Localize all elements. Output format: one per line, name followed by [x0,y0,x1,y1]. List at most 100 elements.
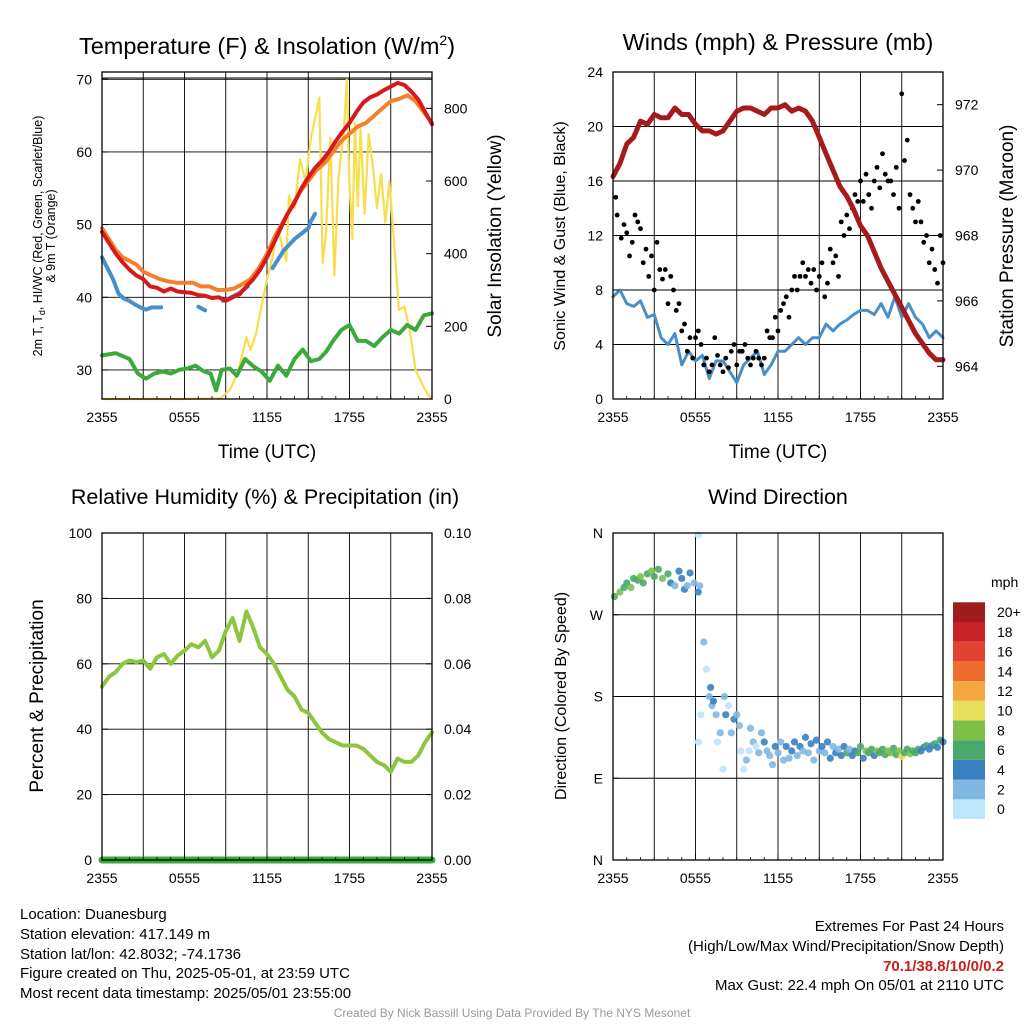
wind-direction-point [716,729,724,737]
wind-gust-point [830,260,836,266]
created-text: Figure created on Thu, 2025-05-01, at 23… [20,965,350,983]
x-tick-label: 1155 [252,409,282,425]
y-tick-label: 30 [76,362,92,378]
x-tick-label: 0555 [169,870,200,886]
wind-gust-point [690,355,696,361]
wind-gust-point [778,308,784,313]
wind-direction-point [650,573,658,581]
wind-direction-point [746,724,755,732]
station-info: Location: Duanesburg Station elevation: … [20,905,351,1004]
wind-gust-point [701,362,707,368]
max-gust-text: Max Gust: 22.4 mph On 05/01 at 2110 UTC [714,977,1004,995]
y2-tick-label: 970 [955,162,979,178]
wind-gust-point [748,362,753,368]
direction-ticks: 2355 0555 1155 1755 2355 N E S W N [590,525,959,886]
legend-label: 16 [997,644,1013,660]
wind-direction-point [840,742,848,751]
wind-direction-point [807,740,815,748]
wind-gust-point [629,239,635,245]
wind-direction-point [760,738,768,746]
wind-direction-point [709,697,717,705]
wind-gust-point [847,226,852,232]
wind-gust-point [698,342,704,347]
winds-series [610,91,946,385]
wind-gust-point [759,362,764,368]
wind-gust-point [621,222,627,228]
wind-gust-point [649,253,654,259]
wind-gust-point [904,137,910,143]
y2-tick-label: 0.04 [444,721,471,737]
wind-gust-point [921,239,927,245]
wind-gust-point [781,301,786,307]
wind-gust-point [822,294,828,300]
wind-gust-point [657,267,663,272]
extremes-info: Extremes For Past 24 Hours (High/Low/Max… [688,917,1004,996]
temperature-y2label: Solar Insolation (Yellow) [485,134,506,337]
legend-label: 8 [997,722,1005,738]
y2-tick-label: 200 [444,318,468,334]
y2-tick-label: 0.00 [444,852,471,868]
direction-grid [613,533,943,860]
wind-direction-point [683,582,691,590]
wind-direction-point [785,754,793,762]
legend-label: 6 [997,742,1005,758]
wind-direction-point [818,742,826,751]
wind-gust-point [915,199,921,204]
wind-gust-point [723,355,729,361]
y-tick-label: 50 [76,217,92,233]
speed-legend: mph 0 2 4 6 8 10 12 14 16 18 20+ [953,574,1021,819]
wind-direction-point [768,761,777,769]
legend-swatch [953,661,985,682]
wind-direction-point [742,756,750,764]
wind-direction-point [636,573,645,581]
wind-gust-point [893,164,899,170]
wind-gust-point [668,273,674,279]
wind-direction-point [782,742,790,751]
y-tick-label: 60 [76,144,92,160]
wind-gust-point [640,260,646,266]
wind-direction-point [755,749,763,757]
wind-direction-point [733,711,741,719]
wind-direction-point [745,747,753,755]
wind-gust-point [800,260,806,266]
wind-direction-point [829,742,837,751]
wind-gust-point [877,185,883,191]
wind-direction-point [702,665,711,673]
y-tick-label: 4 [595,337,603,353]
wind-gust-point [852,192,858,198]
temperature-xlabel: Time (UTC) [218,442,317,463]
legend-label: 18 [997,624,1013,640]
wind-gust-point [731,342,737,347]
wind-gust-point [726,365,731,371]
direction-panel: Wind Direction 2355 0555 1155 1755 2355 N E S W N… [553,485,1021,886]
wind-gust-point [811,267,817,272]
wind-gust-point [775,328,781,334]
wind-direction-point [713,738,722,746]
y2-tick-label: 964 [955,358,979,374]
wind-gust-point [858,178,863,184]
wind-gust-point [753,348,759,354]
wind-gust-point [896,205,902,211]
wind-gust-point [891,192,896,198]
wind-gust-point [662,267,668,272]
wind-gust-point [614,212,620,218]
legend-label: 2 [997,781,1005,797]
y-tick-label: E [594,770,603,786]
wind-gust-point [695,328,701,334]
x-tick-label: 1155 [763,870,793,886]
wind-direction-point [889,744,898,752]
wind-direction-point [694,738,702,746]
winds-title: Winds (mph) & Pressure (mb) [623,29,934,55]
wind-direction-point [790,738,799,746]
wind-direction-point [757,729,766,737]
wind-direction-point [821,749,829,757]
wind-chill-line [100,255,164,312]
wind-direction-point [678,574,686,583]
wind-gust-point [899,91,905,97]
wind-gust-point [789,287,795,293]
wind-gust-point [720,369,726,375]
latlon-text: Station lat/lon: 42.8032; -74.1736 [20,945,242,963]
credit-text: Created By Nick Bassill Using Data Provi… [333,1006,691,1020]
wind-gust-point [803,273,808,279]
y-tick-label: N [593,852,603,868]
